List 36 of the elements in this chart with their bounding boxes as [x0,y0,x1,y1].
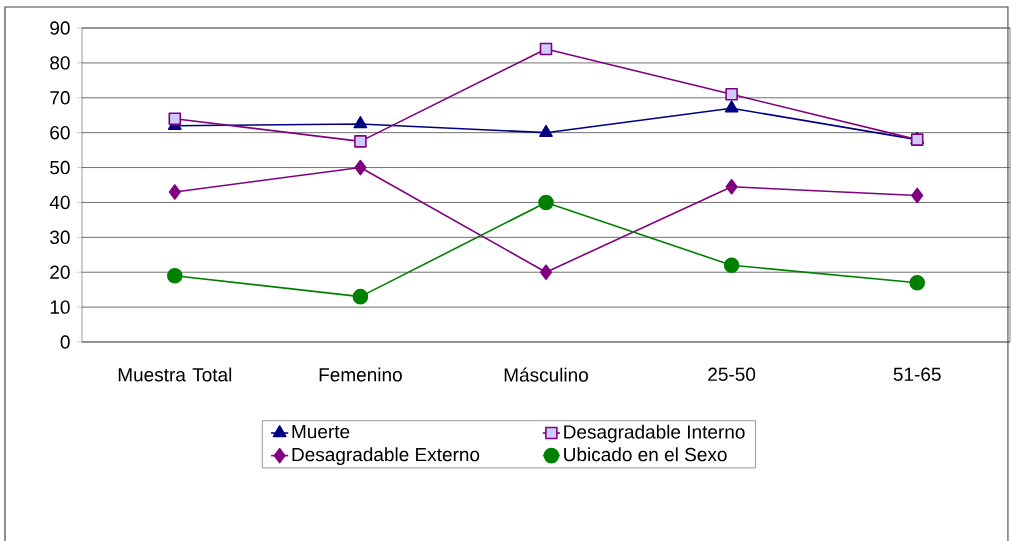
point [725,178,738,195]
point [353,116,368,129]
y-tick-label: 90 [50,21,70,35]
y-tick-label: 70 [50,91,70,105]
y-tick-label: 10 [50,300,70,314]
point [539,264,553,281]
legend-label: Muerte [292,425,350,439]
y-tick-label: 80 [50,56,70,70]
point [539,42,553,56]
point [354,159,367,176]
point [724,100,739,113]
x-tick-label: Femenino [319,367,402,382]
legend-label: Ubicado en el Sexo [564,447,727,462]
point [168,184,181,200]
y-tick-label: 60 [50,125,70,140]
legend-label: Desagradable Externo [292,447,480,466]
y-tick-label: 40 [49,195,70,210]
point [725,88,738,101]
y-tick-label: 30 [50,230,70,245]
x-tick-label: Másculino [504,367,588,382]
point [168,112,182,126]
point [167,267,183,284]
y-tick-label: 0 [60,335,70,349]
point [352,288,369,305]
point [354,135,367,148]
y-tick-label: 50 [50,160,70,175]
y-tick-label: 20 [50,265,70,279]
point [539,124,553,137]
x-tick-label: 51-65 [893,367,941,381]
legend-label: Desagradable Interno [564,424,745,443]
point [723,257,740,274]
point [538,194,554,211]
x-tick-label: 25-50 [708,367,756,381]
point [911,187,924,204]
point [909,274,926,291]
x-tick-label: Muestra Total [118,367,232,382]
